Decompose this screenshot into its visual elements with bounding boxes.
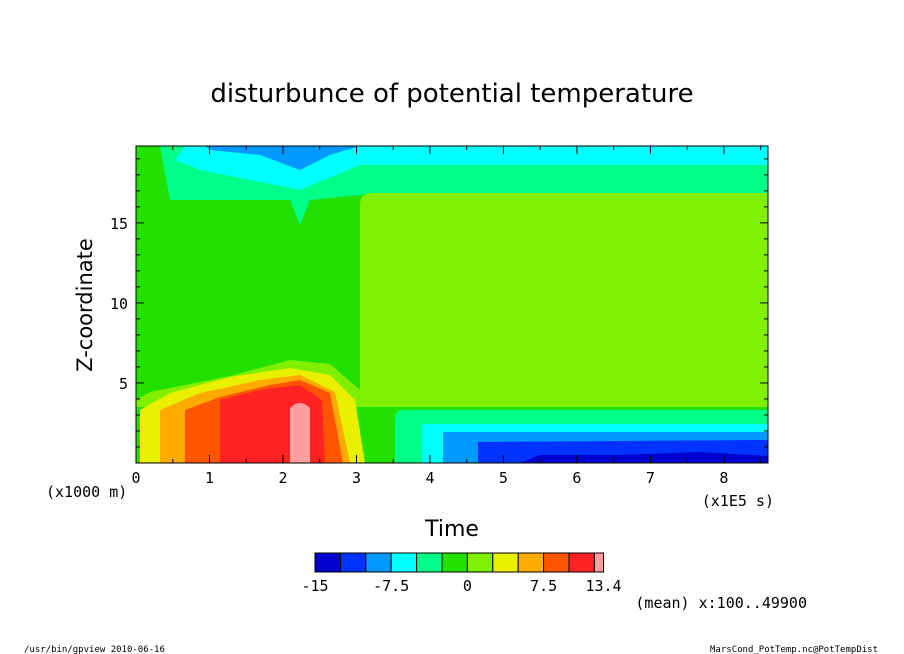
footer-left: /usr/bin/gpview 2010-06-16	[24, 645, 165, 654]
colorbar-label: 0	[463, 577, 472, 595]
colorbar-swatch	[492, 552, 519, 573]
x-tick-label: 6	[572, 469, 581, 487]
colorbar-label: -15	[301, 577, 328, 595]
footer-right: MarsCond_PotTemp.nc@PotTempDist	[710, 645, 878, 654]
x-tick-label: 3	[352, 469, 361, 487]
contour-cold-darkblue	[520, 452, 768, 463]
y-axis: 5 10 15	[110, 158, 768, 448]
y-tick-label: 5	[119, 375, 128, 393]
colorbar-swatch	[314, 552, 341, 573]
colorbar-swatch	[543, 552, 570, 573]
colorbar-swatch	[365, 552, 392, 573]
colorbar-swatch	[390, 552, 418, 573]
colorbar-label: -7.5	[373, 577, 409, 595]
colorbar-swatch	[339, 552, 367, 573]
contour-field	[136, 146, 768, 463]
y-tick-label: 15	[110, 215, 128, 233]
mean-annotation: (mean) x:100..49900	[635, 594, 807, 612]
colorbar-label: 13.4	[585, 577, 621, 595]
colorbar: -15 -7.5 0 7.5 13.4	[301, 552, 622, 595]
y-axis-label: Z-coordinate	[73, 238, 97, 372]
colorbar-swatch	[466, 552, 494, 573]
x-unit-note: (x1E5 s)	[702, 492, 774, 510]
colorbar-swatch	[593, 552, 605, 573]
contour-lightgreen-block	[360, 193, 768, 407]
plot-frame	[135, 145, 769, 464]
colorbar-swatch	[441, 552, 468, 573]
colorbar-swatch	[568, 552, 595, 573]
x-tick-label: 4	[425, 469, 434, 487]
y-unit-note: (x1000 m)	[46, 483, 127, 501]
colorbar-swatch	[517, 552, 545, 573]
chart-title: disturbunce of potential temperature	[210, 79, 693, 109]
contour-warm-pink	[290, 403, 310, 463]
colorbar-swatch	[416, 552, 443, 573]
x-tick-label: 5	[499, 469, 508, 487]
x-tick-label: 8	[719, 469, 728, 487]
x-axis-label: Time	[424, 517, 479, 542]
x-tick-label: 7	[646, 469, 655, 487]
y-tick-label: 10	[110, 295, 128, 313]
x-axis: 0 1 2 3 4 5 6 7 8	[131, 146, 762, 487]
x-tick-label: 2	[278, 469, 287, 487]
contour-upper-blue	[205, 146, 360, 170]
x-tick-label: 1	[205, 469, 214, 487]
colorbar-label: 7.5	[530, 577, 557, 595]
x-tick-label: 0	[131, 469, 140, 487]
